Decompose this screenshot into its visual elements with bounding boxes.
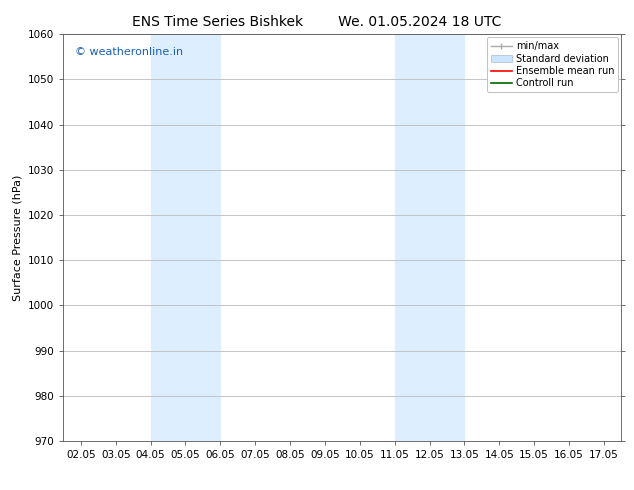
Bar (150, 34, 221, 441)
Text: ENS Time Series Bishkek        We. 01.05.2024 18 UTC: ENS Time Series Bishkek We. 01.05.2024 1… (133, 15, 501, 29)
Y-axis label: Surface Pressure (hPa): Surface Pressure (hPa) (13, 174, 23, 301)
Bar (394, 34, 464, 441)
Legend: min/max, Standard deviation, Ensemble mean run, Controll run: min/max, Standard deviation, Ensemble me… (487, 37, 618, 92)
Text: © weatheronline.in: © weatheronline.in (75, 47, 183, 56)
